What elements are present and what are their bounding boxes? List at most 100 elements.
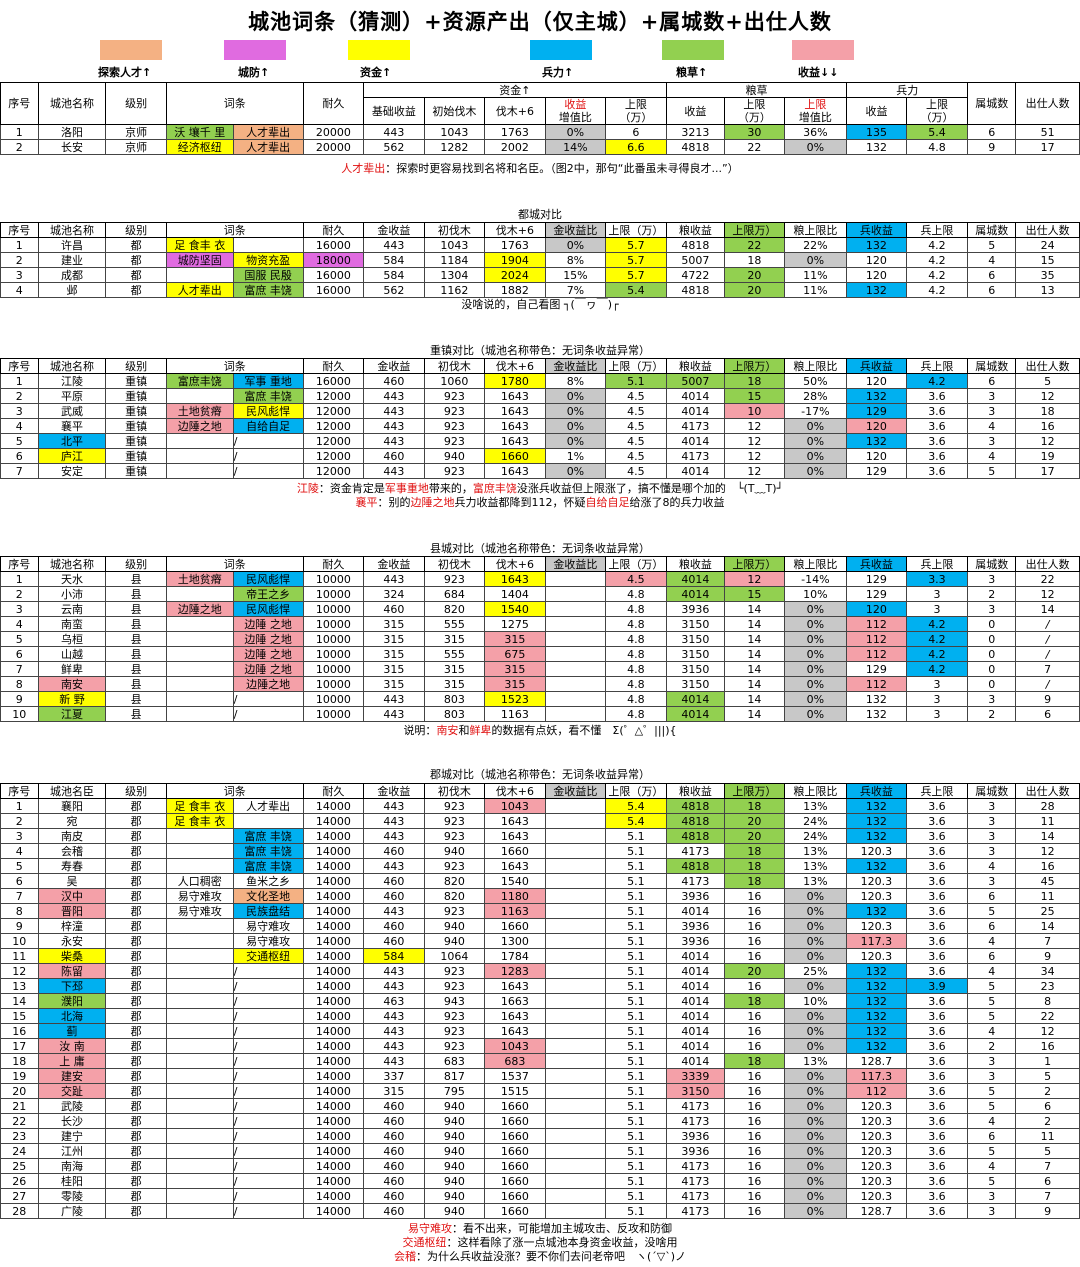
table-row: 2 小沛县帝王之乡 10000 324 684 1404 4.8 4014 15 10% 129 3 2… [0, 586, 1080, 602]
cell-seq: 7 [0, 463, 39, 479]
cell-grain-ratio: 50% [783, 373, 848, 389]
header-troop-income: 兵收益 [846, 783, 907, 799]
cell-city-name: 会稽 [37, 843, 107, 859]
cell-lumber6: 1643 [484, 433, 546, 449]
cell-grain-income: 5007 [665, 373, 726, 389]
cell-level: 郡 [105, 1053, 167, 1069]
table-row: 9 梓潼郡 易守难攻 14000 460 940 1660 5.1 3936 16 0% 120.3 3… [0, 918, 1080, 934]
table-row: 16 蓟郡/14000 443 923 1643 5.1 4014 16 0% 132 3.6 4 12 [0, 1023, 1080, 1039]
cell-trait: 富庶 丰饶 [232, 828, 304, 844]
cell-trait: 人才辈出 [165, 282, 234, 298]
legend-swatch-defense [224, 40, 286, 60]
cell-seq: 3 [0, 267, 39, 283]
header-durability: 耐久 [302, 783, 365, 799]
cell-seq: 9 [0, 918, 39, 934]
cell-gold-ratio [544, 1023, 607, 1039]
cell-gold-cap: 6 [605, 124, 667, 140]
cell-gold-cap: 5.1 [605, 1173, 667, 1189]
note-talent: 人才辈出：探索时更容易找到名将和名臣。（图2中，那句“此番虽未寻得良才...”） [341, 162, 739, 175]
cell-trait [165, 706, 234, 722]
cell-grain-income: 4173 [665, 843, 726, 859]
cell-seq: 26 [0, 1173, 39, 1189]
cell-init-lumber: 817 [423, 1068, 486, 1084]
cell-subcities: 3 [967, 601, 1017, 617]
cell-troop-income: 132 [846, 993, 907, 1009]
cell-troop-income: 120.3 [846, 1173, 907, 1189]
note-county: 说明：南安和鲜卑的数据有点妖，看不懂 Σ(゜△゜|||){ [403, 724, 677, 737]
cell-trait: / [232, 691, 304, 707]
header-gold-ratio: 金收益比 [544, 222, 607, 238]
header-grain-income: 收益 [665, 97, 726, 125]
cell-lumber6: 1763 [484, 237, 546, 253]
note-jiangling: 江陵：资金肯定是军事重地带来的，富庶丰饶没涨兵收益但上限涨了，搞不懂是哪个加的 … [296, 482, 784, 495]
cell-grain-ratio: 0% [783, 448, 848, 464]
table-row: 5 乌桓县边陲 之地 10000 315 315 315 4.8 3150 14 0% 112 4.2… [0, 631, 1080, 647]
cell-subcities: 6 [967, 282, 1017, 298]
cell-gold-cap: 5.1 [605, 903, 667, 919]
cell-subcities: 3 [967, 691, 1017, 707]
cell-grain-income: 3936 [665, 601, 726, 617]
cell-gold-ratio [544, 571, 607, 587]
legend-swatch-gold [348, 40, 410, 60]
cell-grain-ratio: 0% [783, 1083, 848, 1099]
cell-troop-cap: 4.2 [905, 267, 969, 283]
cell-officers: 2 [1015, 1113, 1080, 1129]
cell-trait: 富庶丰饶 [165, 373, 234, 389]
cell-officers: 9 [1015, 1203, 1080, 1219]
cell-seq: 18 [0, 1053, 39, 1069]
cell-level: 郡 [105, 1128, 167, 1144]
table-row: 19 建安郡 /14000 337 817 1537 5.1 3339 16 0% 117.3 3.6… [0, 1068, 1080, 1084]
cell-grain-ratio: 0% [783, 903, 848, 919]
cell-trait [232, 813, 304, 829]
cell-gold-income: 337 [363, 1068, 425, 1084]
cell-gold-cap: 5.7 [605, 252, 667, 268]
cell-trait: 足 食丰 衣 [165, 813, 234, 829]
cell-troop-cap: 3 [905, 601, 969, 617]
cell-officers: 12 [1015, 586, 1080, 602]
cell-grain-income: 4173 [665, 1203, 726, 1219]
header-grain-cap: 上限万） [724, 222, 785, 238]
cell-gold-ratio: 0% [544, 433, 607, 449]
cell-subcities: 3 [967, 433, 1017, 449]
cell-trait [165, 1098, 234, 1114]
cell-troop-income: 132 [846, 813, 907, 829]
cell-durability: 14000 [302, 1188, 365, 1204]
cell-gold-cap: 5.1 [605, 963, 667, 979]
cell-level: 郡 [105, 1188, 167, 1204]
header-troop-income: 兵收益 [846, 222, 907, 238]
cell-trait: 人才辈出 [232, 139, 304, 155]
cell-subcities: 4 [967, 1158, 1017, 1174]
header-subcities: 属城数 [967, 783, 1017, 799]
cell-trait: / [232, 978, 304, 994]
cell-city-name: 南安 [37, 676, 107, 692]
cell-init-lumber: 820 [423, 601, 486, 617]
cell-troop-income: 128.7 [846, 1053, 907, 1069]
cell-gold-ratio [544, 963, 607, 979]
cell-lumber6: 1275 [484, 616, 546, 632]
cell-level: 都 [105, 282, 167, 298]
cell-level: 都 [105, 267, 167, 283]
cell-lumber6: 1515 [484, 1083, 546, 1099]
cell-gold-cap: 5.1 [605, 1203, 667, 1219]
cell-troop-cap: 3.6 [905, 963, 969, 979]
cell-grain-income: 4818 [665, 813, 726, 829]
cell-grain-cap: 16 [724, 1143, 785, 1159]
header-grain-cap: 上限 （万） [724, 97, 785, 125]
cell-init-lumber: 940 [423, 1203, 486, 1219]
cell-officers: 14 [1015, 601, 1080, 617]
table-row: 23 建宁郡 /14000 460 940 1660 5.1 3936 16 0% 120.3 3.6… [0, 1128, 1080, 1144]
cell-grain-ratio: 0% [783, 888, 848, 904]
cell-subcities: 3 [967, 403, 1017, 419]
cell-grain-cap: 12 [724, 463, 785, 479]
cell-trait: / [232, 1053, 304, 1069]
cell-subcities: 5 [967, 993, 1017, 1009]
cell-troop-cap: 3.6 [905, 903, 969, 919]
cell-troop-income: 132 [846, 1038, 907, 1054]
cell-grain-income: 4014 [665, 903, 726, 919]
cell-init-lumber: 315 [423, 661, 486, 677]
cell-level: 县 [105, 616, 167, 632]
cell-lumber6: 675 [484, 646, 546, 662]
header-trait: 词条 [165, 358, 304, 374]
cell-grain-ratio: 0% [783, 433, 848, 449]
cell-lumber6: 1904 [484, 252, 546, 268]
